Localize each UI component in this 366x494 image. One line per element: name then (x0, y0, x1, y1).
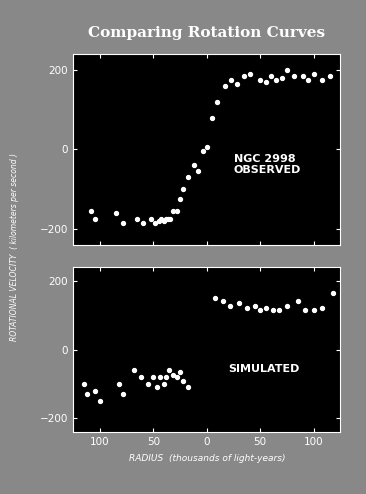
Point (89, 207, 94, 215)
Point (180, 376, 186, 384)
Point (156, 217, 162, 225)
Point (295, 297, 300, 305)
Point (319, 304, 325, 312)
Point (220, 297, 226, 305)
Point (228, 76, 234, 84)
Point (145, 380, 151, 388)
Point (170, 371, 176, 379)
Point (84, 390, 90, 398)
Point (222, 82, 228, 90)
Point (92, 387, 97, 395)
Point (263, 304, 269, 312)
Point (174, 207, 180, 215)
Point (140, 219, 146, 227)
Point (161, 217, 167, 225)
Point (163, 373, 169, 381)
Point (311, 70, 317, 78)
Point (252, 302, 258, 310)
Point (165, 215, 171, 223)
Point (191, 162, 197, 169)
Point (120, 390, 126, 398)
Point (291, 72, 297, 80)
Point (174, 373, 180, 381)
Point (279, 74, 284, 82)
Text: RADIUS  (thousands of light-years): RADIUS (thousands of light-years) (128, 454, 285, 463)
Point (154, 383, 160, 391)
Point (302, 306, 308, 314)
Point (134, 215, 140, 223)
Point (212, 294, 218, 302)
Point (270, 306, 276, 314)
Point (157, 373, 163, 381)
Point (138, 373, 143, 381)
Point (161, 380, 167, 388)
Point (214, 98, 220, 106)
Point (167, 366, 172, 374)
Point (116, 380, 122, 388)
Point (195, 167, 201, 175)
Point (284, 66, 290, 74)
Point (327, 72, 333, 80)
Text: ROTATIONAL VELOCITY  ( kilometers per second ): ROTATIONAL VELOCITY ( kilometers per sec… (10, 153, 19, 341)
Point (199, 148, 205, 156)
Point (184, 173, 190, 181)
Point (163, 215, 169, 223)
Point (177, 195, 183, 203)
Point (184, 383, 190, 391)
Point (92, 215, 97, 223)
Point (180, 185, 186, 193)
Point (177, 368, 183, 376)
Point (234, 80, 240, 88)
Text: SIMULATED: SIMULATED (228, 365, 299, 374)
Point (277, 306, 283, 314)
Point (81, 380, 87, 388)
Point (150, 373, 156, 381)
Point (148, 215, 154, 223)
Point (120, 219, 126, 227)
Point (244, 304, 250, 312)
Point (170, 207, 176, 215)
Point (273, 76, 279, 84)
Text: NGC 2998
OBSERVED: NGC 2998 OBSERVED (234, 154, 301, 175)
Point (305, 76, 311, 84)
Point (300, 72, 306, 80)
Point (268, 72, 274, 80)
Point (209, 114, 215, 122)
Point (158, 215, 164, 223)
Point (131, 366, 137, 374)
Point (204, 143, 210, 151)
Point (257, 76, 263, 84)
Point (311, 306, 317, 314)
Point (247, 70, 253, 78)
Point (284, 302, 290, 310)
Text: Comparing Rotation Curves: Comparing Rotation Curves (88, 26, 325, 41)
Point (319, 76, 325, 84)
Point (153, 219, 158, 227)
Point (263, 78, 269, 86)
Point (227, 302, 233, 310)
Point (241, 72, 247, 80)
Point (168, 215, 173, 223)
Point (113, 209, 119, 217)
Point (236, 299, 242, 307)
Point (330, 288, 336, 296)
Point (97, 397, 103, 405)
Point (257, 306, 263, 314)
